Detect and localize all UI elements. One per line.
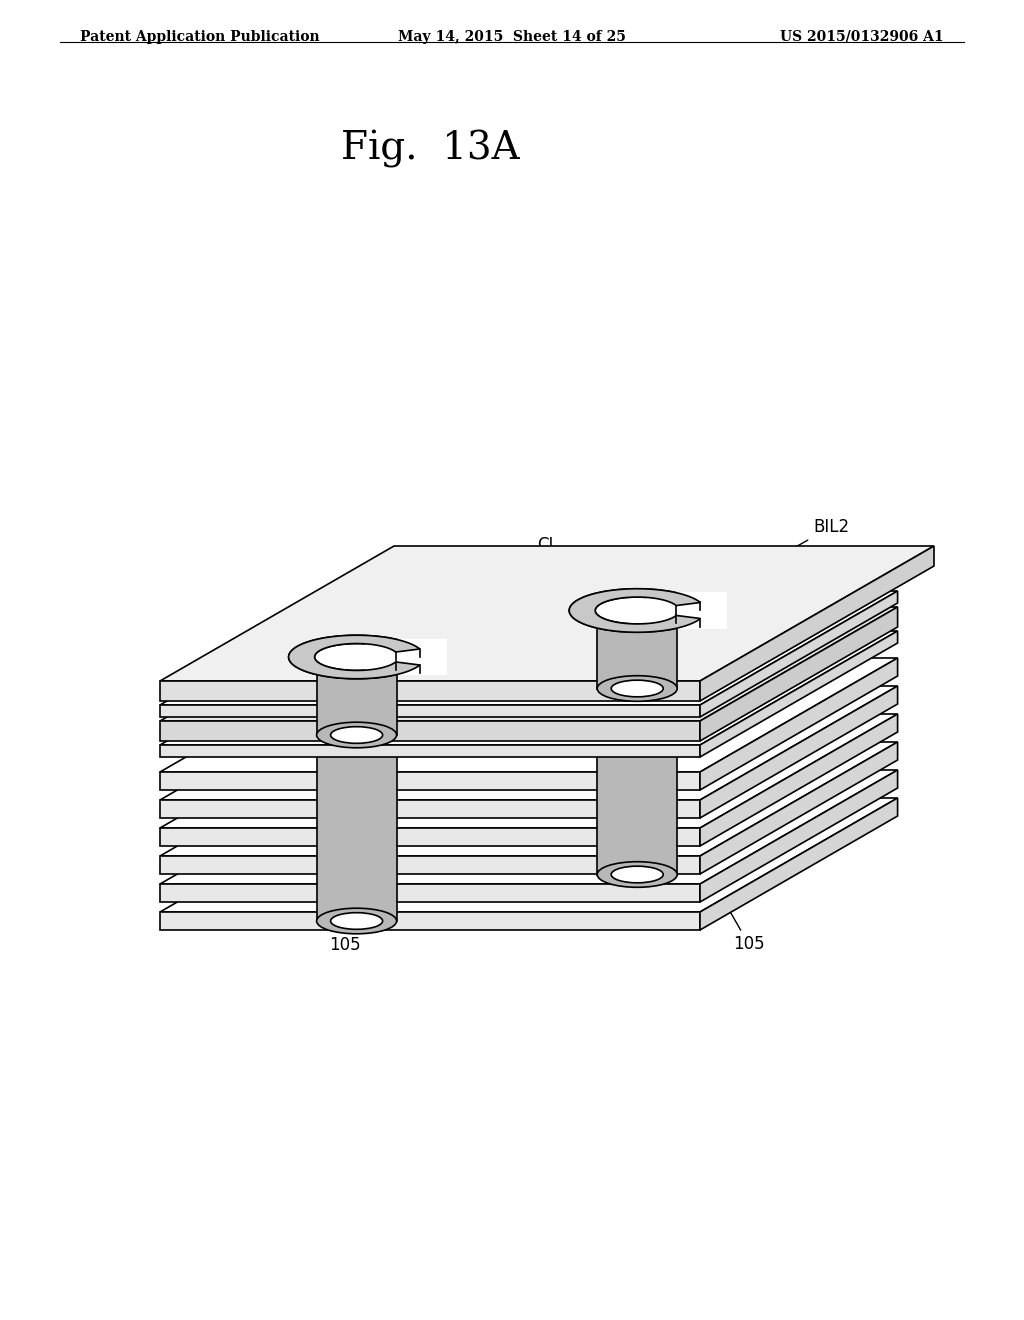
Polygon shape	[160, 686, 898, 800]
Ellipse shape	[597, 862, 677, 887]
Ellipse shape	[289, 635, 425, 678]
Polygon shape	[160, 744, 700, 756]
Polygon shape	[160, 705, 700, 717]
Ellipse shape	[611, 601, 664, 616]
Polygon shape	[160, 828, 700, 846]
Ellipse shape	[611, 866, 664, 883]
Polygon shape	[160, 657, 898, 772]
Bar	[365, 639, 446, 676]
Ellipse shape	[597, 676, 677, 701]
Polygon shape	[700, 714, 898, 846]
Text: CL: CL	[538, 536, 635, 605]
Ellipse shape	[611, 680, 664, 697]
Polygon shape	[700, 546, 934, 701]
Polygon shape	[700, 686, 898, 818]
Polygon shape	[700, 657, 898, 789]
Polygon shape	[160, 884, 700, 902]
Polygon shape	[160, 800, 700, 818]
Ellipse shape	[316, 721, 396, 746]
Polygon shape	[160, 742, 898, 855]
Text: 210: 210	[705, 702, 788, 730]
Polygon shape	[597, 686, 677, 874]
Text: Fig.  13A: Fig. 13A	[341, 129, 519, 168]
Polygon shape	[700, 631, 898, 756]
Polygon shape	[160, 770, 898, 884]
Polygon shape	[160, 546, 934, 681]
Polygon shape	[160, 681, 700, 701]
Ellipse shape	[569, 589, 706, 632]
Polygon shape	[289, 635, 420, 678]
Polygon shape	[316, 733, 396, 921]
Ellipse shape	[611, 678, 664, 694]
Text: 105: 105	[706, 869, 765, 953]
Polygon shape	[160, 912, 700, 931]
Ellipse shape	[597, 673, 677, 700]
Polygon shape	[700, 799, 898, 931]
Ellipse shape	[316, 643, 396, 668]
Ellipse shape	[316, 722, 396, 748]
Polygon shape	[700, 742, 898, 874]
Ellipse shape	[331, 912, 383, 929]
Polygon shape	[597, 609, 677, 689]
Text: 210: 210	[705, 733, 788, 751]
Ellipse shape	[316, 908, 396, 933]
Polygon shape	[700, 591, 898, 717]
Ellipse shape	[597, 595, 677, 622]
Text: CL: CL	[247, 750, 309, 812]
Ellipse shape	[331, 727, 383, 743]
Polygon shape	[160, 855, 700, 874]
Text: Patent Application Publication: Patent Application Publication	[80, 30, 319, 44]
Polygon shape	[160, 721, 700, 741]
Text: 105: 105	[319, 879, 360, 954]
Polygon shape	[700, 770, 898, 902]
Text: BIL2: BIL2	[705, 711, 788, 735]
Bar	[645, 591, 727, 630]
Text: BIL2: BIL2	[735, 519, 849, 581]
Ellipse shape	[331, 647, 383, 664]
Polygon shape	[569, 589, 700, 632]
Polygon shape	[316, 655, 396, 735]
Ellipse shape	[595, 597, 679, 624]
Ellipse shape	[314, 644, 398, 671]
Polygon shape	[160, 799, 898, 912]
Polygon shape	[160, 772, 700, 789]
Polygon shape	[160, 714, 898, 828]
Polygon shape	[700, 607, 898, 741]
Polygon shape	[160, 591, 898, 705]
Polygon shape	[160, 607, 898, 721]
Text: May 14, 2015  Sheet 14 of 25: May 14, 2015 Sheet 14 of 25	[398, 30, 626, 44]
Polygon shape	[160, 631, 898, 744]
Ellipse shape	[331, 725, 383, 742]
Text: US 2015/0132906 A1: US 2015/0132906 A1	[780, 30, 944, 44]
